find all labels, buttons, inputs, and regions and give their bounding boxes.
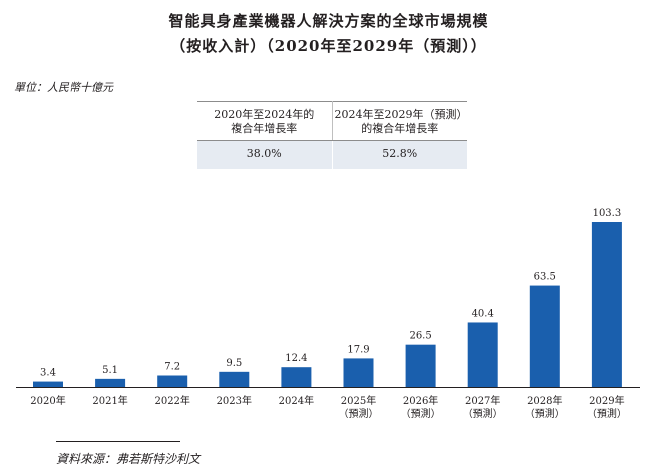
cagr-value-row: 38.0% 52.8% xyxy=(197,140,467,169)
x-tick-label: 2027年 xyxy=(465,394,500,407)
cagr-header-row: 2020年至2024年的 複合年增長率 2024年至2029年（預測） 的複合年… xyxy=(197,101,468,141)
bar-value-label: 63.5 xyxy=(534,272,556,283)
x-tick-label: （預測） xyxy=(463,407,503,420)
x-tick-label: （預測） xyxy=(587,407,627,420)
x-tick-label: 2028年 xyxy=(527,394,562,407)
cagr-table: 2020年至2024年的 複合年增長率 2024年至2029年（預測） 的複合年… xyxy=(197,101,468,169)
source-divider xyxy=(56,441,180,442)
bar xyxy=(343,358,374,387)
x-tick-label: （預測） xyxy=(401,407,441,420)
x-tick-label: 2022年 xyxy=(154,394,189,407)
x-tick-label: 2021年 xyxy=(92,394,127,407)
bar-value-label: 40.4 xyxy=(472,308,494,319)
bar xyxy=(529,285,560,387)
bar-value-label: 3.4 xyxy=(40,368,56,379)
bar xyxy=(591,222,622,387)
x-tick-label: 2026年 xyxy=(403,394,438,407)
bar xyxy=(219,371,250,387)
bar-value-label: 7.2 xyxy=(164,361,180,372)
bar-value-label: 26.5 xyxy=(409,331,431,342)
cagr-header-text: 複合年增長率 xyxy=(231,122,298,135)
cagr-header-text: 2024年至2029年（預測） xyxy=(334,108,468,121)
chart-title: 智能具身產業機器人解決方案的全球市場規模 xyxy=(168,12,489,30)
cagr-header-text: 2020年至2024年的 xyxy=(214,108,315,121)
bar xyxy=(95,378,126,387)
bar-value-label: 9.5 xyxy=(226,358,242,369)
bar-value-label: 103.3 xyxy=(593,208,622,219)
bar-value-label: 5.1 xyxy=(102,365,118,376)
cagr-header-text: 的複合年增長率 xyxy=(361,122,439,135)
x-tick-label: （預測） xyxy=(525,407,565,420)
cagr-header-forecast: 2024年至2029年（預測） 的複合年增長率 xyxy=(332,101,468,141)
bar-value-label: 12.4 xyxy=(285,353,307,364)
x-tick-label: 2029年 xyxy=(589,394,624,407)
x-tick-label: 2024年 xyxy=(279,394,314,407)
bar-value-label: 17.9 xyxy=(347,344,369,355)
bar xyxy=(405,344,436,387)
bar xyxy=(281,367,312,387)
cagr-header-historical: 2020年至2024年的 複合年增長率 xyxy=(197,101,333,141)
bar xyxy=(33,381,63,387)
x-tick-label: （預測） xyxy=(339,407,379,420)
cagr-value-forecast: 52.8% xyxy=(332,140,467,169)
x-tick-label: 2023年 xyxy=(217,394,252,407)
cagr-value-historical: 38.0% xyxy=(197,140,333,169)
chart-subtitle: （按收入計）（2020年至2029年（預測）） xyxy=(170,37,487,55)
source-note: 資料來源：弗若斯特沙利文 xyxy=(56,452,201,466)
bar xyxy=(157,375,188,387)
unit-label: 單位：人民幣十億元 xyxy=(14,81,113,94)
x-tick-label: 2025年 xyxy=(341,394,376,407)
x-tick-label: 2020年 xyxy=(30,394,65,407)
bar xyxy=(467,322,498,387)
